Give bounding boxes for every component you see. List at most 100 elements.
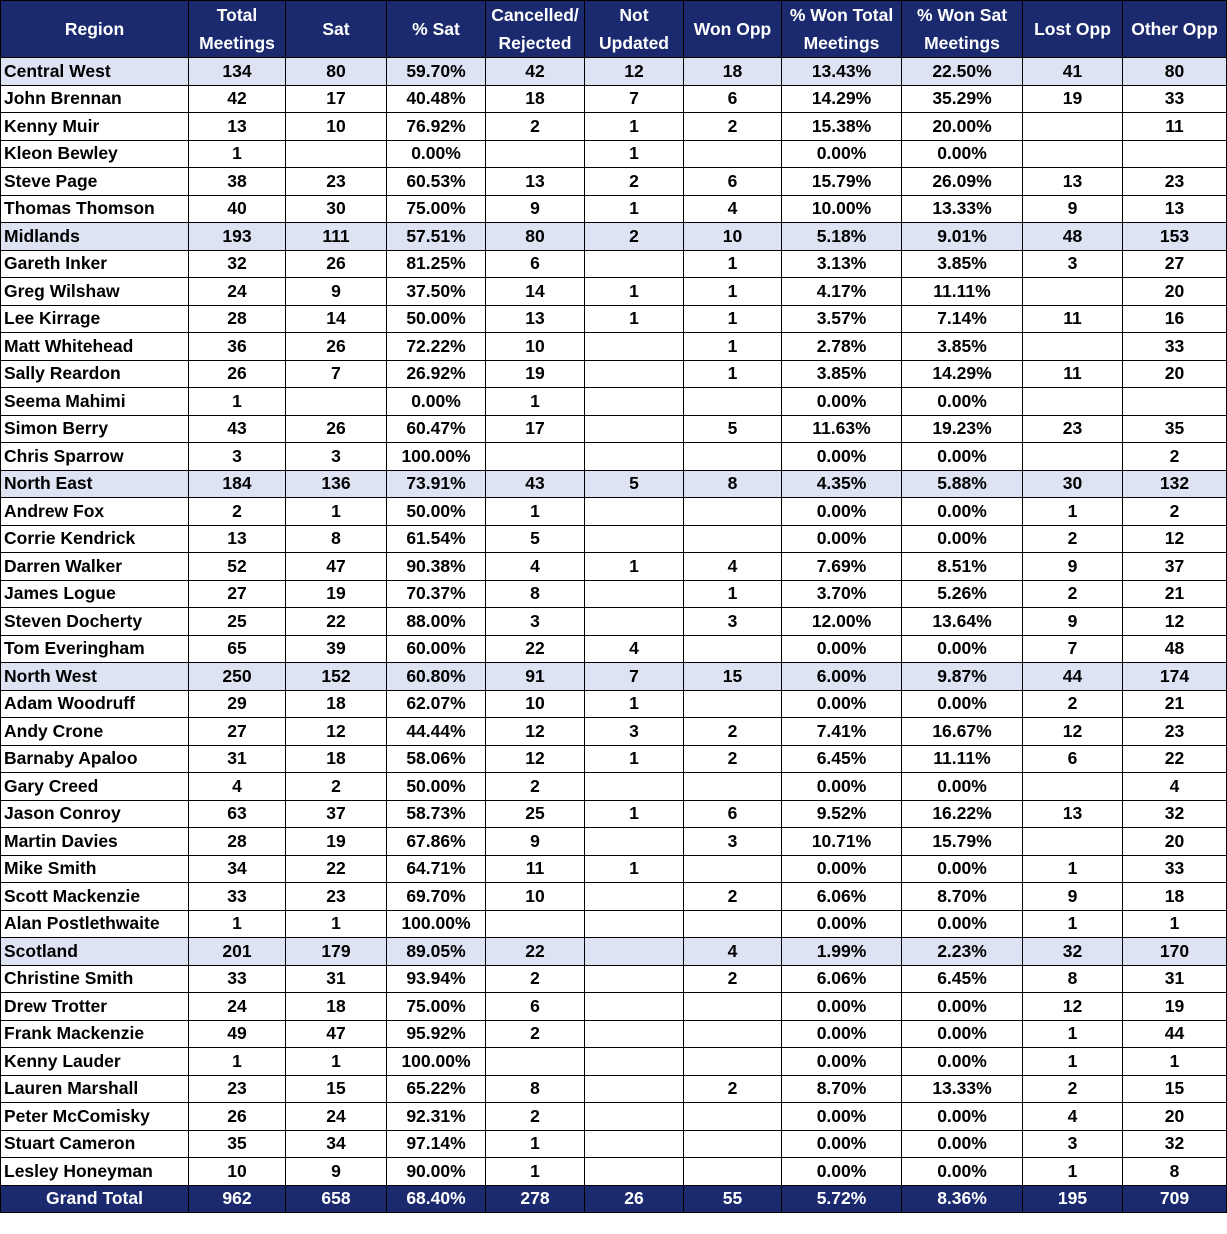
table-cell: 9 [285,277,387,306]
table-cell: 0.00% [901,524,1023,553]
table-cell [683,854,782,883]
column-header-pct-sat: % Sat [386,0,486,58]
table-cell: 60.80% [386,662,486,691]
table-cell [1022,277,1123,306]
table-cell: 3 [188,442,286,471]
table-cell: 4 [683,194,782,223]
table-cell: 6 [485,992,585,1021]
table-cell: 0.00% [901,854,1023,883]
table-cell: 28 [188,827,286,856]
table-row: Gary Creed 4 2 50.00% 2 0.00% 0.00% 4 [0,772,1227,801]
person-name: Drew Trotter [0,992,189,1021]
table-cell: 31 [188,744,286,773]
table-cell: 27 [188,579,286,608]
person-name: Andrew Fox [0,497,189,526]
person-name: Kleon Bewley [0,139,189,168]
table-cell: 2 [683,882,782,911]
table-cell: 21 [1122,689,1227,718]
table-cell: 1 [188,139,286,168]
table-cell [683,1047,782,1076]
person-name: Corrie Kendrick [0,524,189,553]
table-cell: 5 [584,469,684,498]
table-cell: 2 [584,167,684,196]
table-cell: 72.22% [386,332,486,361]
table-cell: 31 [285,964,387,993]
table-cell: 6 [683,167,782,196]
table-cell: 8 [683,469,782,498]
region-name: Midlands [0,222,189,251]
table-cell: 1 [188,387,286,416]
table-row: Christine Smith 33 31 93.94% 2 2 6.06% 6.45% 8 31 [0,964,1227,993]
table-row: James Logue 27 19 70.37% 8 1 3.70% 5.26% 2 21 [0,579,1227,608]
table-cell [584,772,684,801]
table-cell: 39 [285,634,387,663]
table-cell [485,909,585,938]
table-cell: 6.00% [781,662,902,691]
table-cell: 11 [1022,359,1123,388]
table-cell: 1 [285,497,387,526]
table-cell: 33 [1122,84,1227,113]
table-cell: 3.13% [781,249,902,278]
person-name: Chris Sparrow [0,442,189,471]
table-cell: 2.23% [901,937,1023,966]
person-name: Gary Creed [0,772,189,801]
table-cell: 23 [285,882,387,911]
table-cell: 7.14% [901,304,1023,333]
table-cell: 48 [1122,634,1227,663]
table-cell: 0.00% [781,909,902,938]
table-cell: 42 [485,57,585,86]
table-cell [485,442,585,471]
table-cell: 174 [1122,662,1227,691]
table-cell: 170 [1122,937,1227,966]
table-cell: 13.64% [901,607,1023,636]
table-cell: 62.07% [386,689,486,718]
table-cell: 26 [285,332,387,361]
person-name: Darren Walker [0,552,189,581]
table-cell [584,1129,684,1158]
table-cell: 4 [1022,1102,1123,1131]
table-cell: 32 [188,249,286,278]
table-cell [683,442,782,471]
table-cell: 47 [285,1019,387,1048]
table-cell: 23 [1022,414,1123,443]
table-cell: 40.48% [386,84,486,113]
grand-total-cell: 709 [1122,1184,1227,1213]
table-cell [584,387,684,416]
table-cell: 73.91% [386,469,486,498]
table-cell: 65.22% [386,1074,486,1103]
table-cell: 8.70% [901,882,1023,911]
table-cell: 5 [485,524,585,553]
table-cell: 7.41% [781,717,902,746]
table-cell [683,1157,782,1186]
table-cell: 14 [485,277,585,306]
table-cell: 49 [188,1019,286,1048]
person-name: Tom Everingham [0,634,189,663]
table-row: Gareth Inker 32 26 81.25% 6 1 3.13% 3.85% 3 27 [0,249,1227,278]
table-cell: 26.09% [901,167,1023,196]
table-cell: 184 [188,469,286,498]
table-cell: 1 [485,1129,585,1158]
table-cell: 0.00% [901,442,1023,471]
table-cell [683,497,782,526]
table-cell: 0.00% [901,387,1023,416]
table-cell: 7.69% [781,552,902,581]
region-row: North West 250 152 60.80% 91 7 15 6.00% 9.87% 44 1… [0,662,1227,691]
table-cell: 12 [285,717,387,746]
person-name: Gareth Inker [0,249,189,278]
table-cell: 0.00% [901,497,1023,526]
table-cell: 2 [683,717,782,746]
table-row: Darren Walker 52 47 90.38% 4 1 4 7.69% 8.51% 9 37 [0,552,1227,581]
person-name: Barnaby Apaloo [0,744,189,773]
table-cell: 90.00% [386,1157,486,1186]
table-cell: 13.33% [901,1074,1023,1103]
table-row: Simon Berry 43 26 60.47% 17 5 11.63% 19.23% 23 35 [0,414,1227,443]
table-cell: 1 [285,1047,387,1076]
table-cell: 44.44% [386,717,486,746]
table-cell: 2 [683,744,782,773]
table-cell: 50.00% [386,497,486,526]
person-name: Peter McComisky [0,1102,189,1131]
table-cell: 19 [1122,992,1227,1021]
table-cell [584,1157,684,1186]
table-cell: 1 [584,194,684,223]
table-cell: 23 [285,167,387,196]
